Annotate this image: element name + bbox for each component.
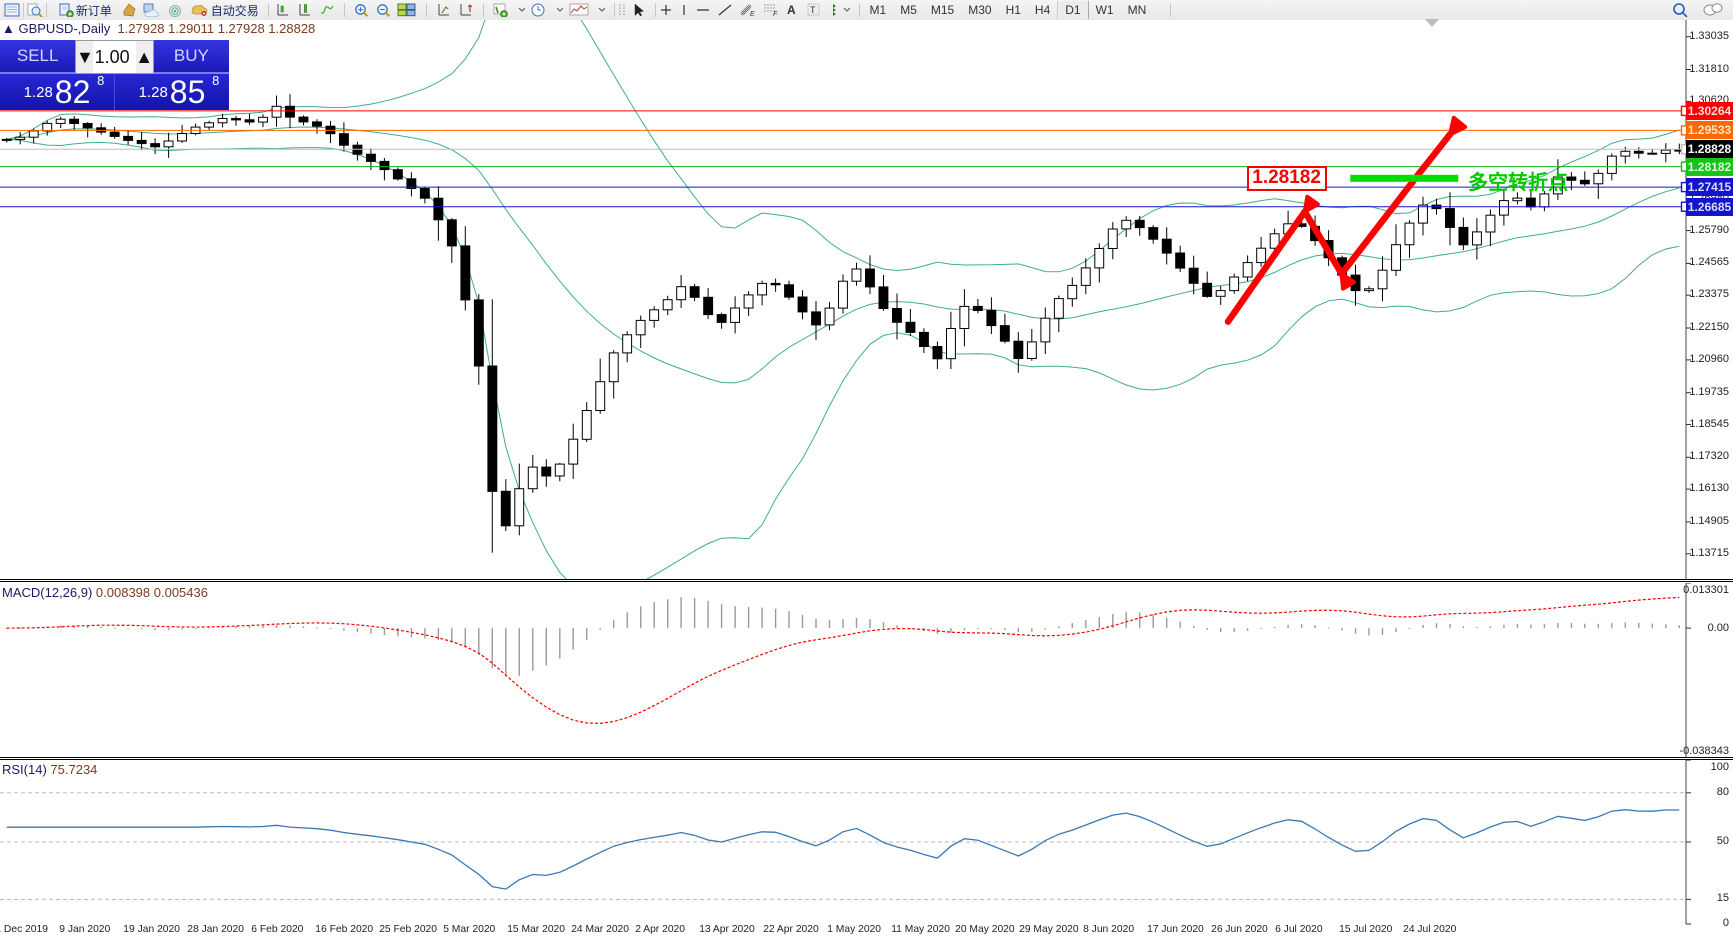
svg-text:A: A	[787, 3, 796, 17]
svg-text:F: F	[773, 11, 778, 17]
svg-text:T: T	[810, 5, 816, 15]
svg-text:E: E	[750, 11, 755, 17]
